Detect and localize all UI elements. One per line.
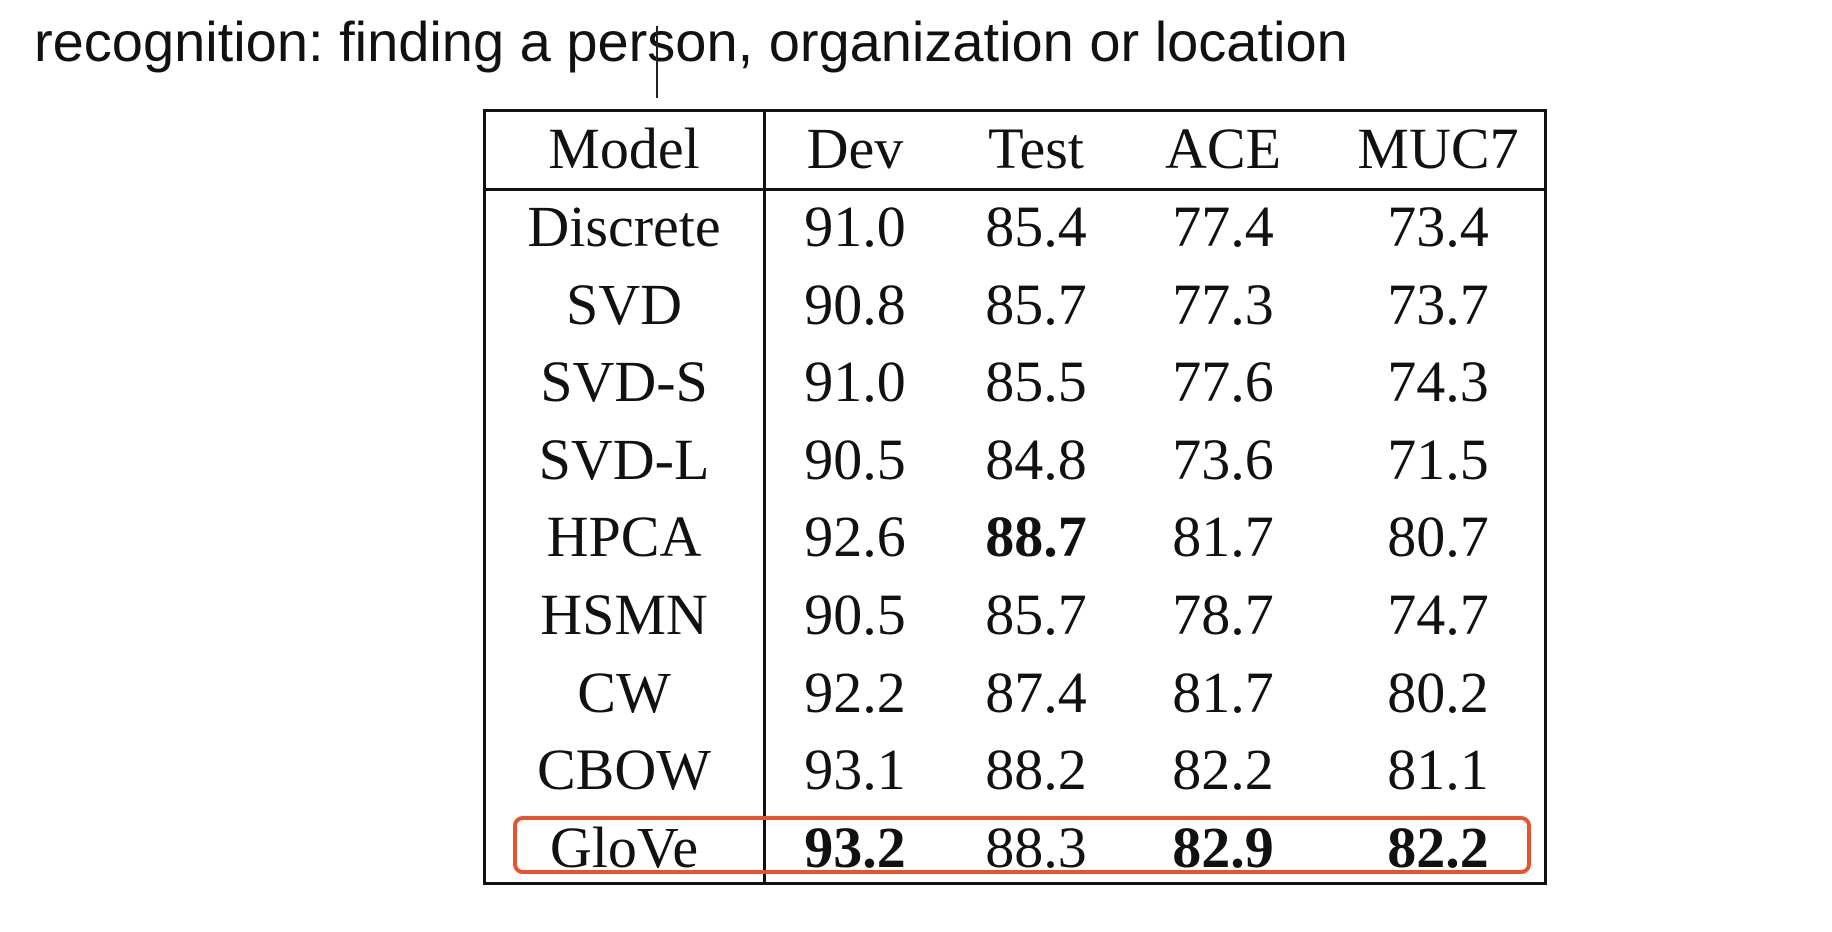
column-divider <box>763 112 766 882</box>
score-cell: 77.4 <box>1172 194 1274 259</box>
column-header-test: Test <box>988 116 1084 181</box>
header-rule <box>486 188 1544 191</box>
score-cell: 77.6 <box>1172 349 1274 415</box>
score-cell: 82.2 <box>1387 814 1489 880</box>
score-cell: 74.7 <box>1387 582 1489 647</box>
score-cell: 78.7 <box>1172 582 1274 647</box>
score-cell: 93.2 <box>804 814 906 880</box>
column-header-ace: ACE <box>1165 116 1281 181</box>
score-cell: 92.2 <box>804 659 906 725</box>
score-cell: 73.7 <box>1387 271 1489 337</box>
score-cell: 91.0 <box>804 194 906 259</box>
model-name-cell: SVD-L <box>538 426 710 492</box>
score-cell: 81.1 <box>1387 737 1489 803</box>
model-name-cell: CBOW <box>537 737 711 803</box>
score-cell: 84.8 <box>985 426 1087 492</box>
model-name-cell: HPCA <box>546 504 702 570</box>
score-cell: 80.7 <box>1387 504 1489 570</box>
page-heading: recognition: finding a person, organizat… <box>34 10 1348 73</box>
score-cell: 81.7 <box>1172 659 1274 725</box>
score-cell: 90.8 <box>804 271 906 337</box>
score-cell: 73.6 <box>1172 426 1274 492</box>
score-cell: 80.2 <box>1387 659 1489 725</box>
model-name-cell: SVD-S <box>540 349 708 415</box>
score-cell: 85.7 <box>985 582 1087 647</box>
results-table: Model Dev Test ACE MUC7 Discrete 91.0 85.4 77.4 7… <box>483 109 1547 885</box>
model-name-cell: CW <box>577 659 671 725</box>
score-cell: 87.4 <box>985 659 1087 725</box>
score-cell: 85.4 <box>985 194 1087 259</box>
model-name-cell: HSMN <box>540 582 708 647</box>
score-cell: 88.7 <box>985 504 1087 570</box>
text-cursor <box>656 26 658 98</box>
column-header-model: Model <box>548 116 700 181</box>
score-cell: 82.2 <box>1172 737 1274 803</box>
score-cell: 82.9 <box>1172 814 1274 880</box>
column-header-dev: Dev <box>806 116 904 181</box>
score-cell: 88.3 <box>985 814 1087 880</box>
score-cell: 85.7 <box>985 271 1087 337</box>
score-cell: 74.3 <box>1387 349 1489 415</box>
score-cell: 88.2 <box>985 737 1087 803</box>
score-cell: 77.3 <box>1172 271 1274 337</box>
column-header-muc7: MUC7 <box>1357 116 1519 181</box>
model-name-cell: GloVe <box>549 814 699 880</box>
score-cell: 85.5 <box>985 349 1087 415</box>
score-cell: 71.5 <box>1387 426 1489 492</box>
score-cell: 73.4 <box>1387 194 1489 259</box>
score-cell: 90.5 <box>804 582 906 647</box>
score-cell: 90.5 <box>804 426 906 492</box>
model-name-cell: Discrete <box>527 194 721 259</box>
model-name-cell: SVD <box>565 271 683 337</box>
score-cell: 93.1 <box>804 737 906 803</box>
score-cell: 92.6 <box>804 504 906 570</box>
score-cell: 81.7 <box>1172 504 1274 570</box>
score-cell: 91.0 <box>804 349 906 415</box>
